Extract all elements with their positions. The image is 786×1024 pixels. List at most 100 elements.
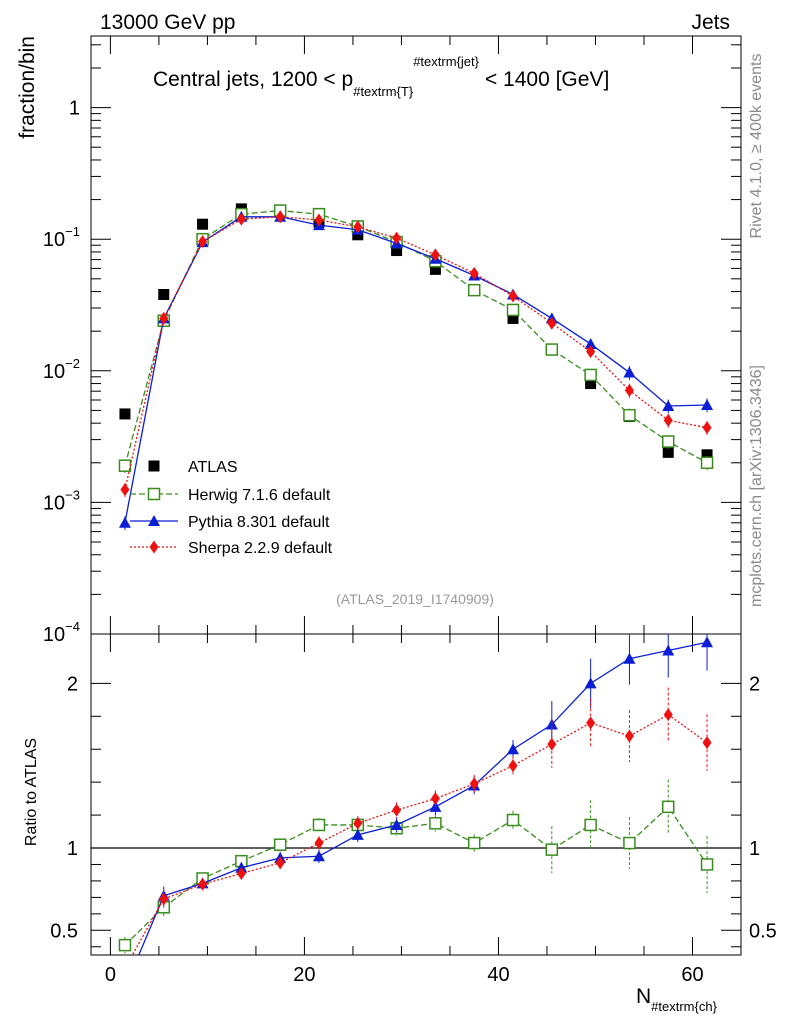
ratio-point [701,636,714,648]
data-point [118,516,131,528]
data-point [662,400,675,412]
data-point [584,368,597,382]
main-series-layer [118,203,714,531]
ratio-point [275,856,285,870]
chart-title-main: Central jets, 1200 < p [153,68,353,91]
ratio-point [390,818,403,830]
legend-label: ATLAS [188,459,238,476]
ratio-point [353,816,363,830]
data-point [586,345,596,359]
ratio-ytick-label-right: 0.5 [749,920,777,942]
legend-label: Pythia 8.301 default [188,514,330,531]
analysis-watermark: (ATLAS_2019_I1740909) [336,591,494,607]
ratio-series-herwig [118,779,714,954]
header-left: 13000 GeV pp [100,11,235,34]
ratio-point [663,708,673,722]
ratio-panel-frame [90,633,742,956]
ratio-ytick-label: 1 [67,838,78,860]
ratio-point [467,836,481,850]
ratio-point [545,718,558,730]
ratio-point [430,792,440,806]
data-point [119,408,131,420]
series-pythia [118,210,714,531]
xtick-label: 60 [681,964,703,986]
ratio-point [662,644,675,656]
ratio-point [702,736,712,750]
main-ytick-exponent: −3 [65,487,80,502]
side-label-top: Rivet 4.1.0, ≥ 400k events [748,54,765,239]
main-ytick-mantissa: 10 [43,361,65,383]
ratio-line [138,641,708,955]
data-point [545,343,559,356]
ratio-point [545,843,559,856]
series-line [124,216,708,490]
legend-entry: Sherpa 2.2.9 default [130,540,333,557]
ratio-ytick-label-right: 1 [749,838,760,860]
data-point [701,449,713,461]
data-point [508,289,518,303]
data-point [275,210,285,224]
legend-marker [148,515,160,526]
ratio-point [661,800,675,814]
data-point [506,303,520,317]
data-point [158,289,170,301]
ratio-ytick-label: 0.5 [50,920,78,942]
data-point [700,456,714,470]
data-point [197,218,209,230]
xtick-label: 40 [487,964,509,986]
ratio-point [506,813,520,827]
legend-marker [148,460,160,472]
data-point [467,283,481,297]
ratio-point [159,892,169,906]
ratio-point [236,867,246,881]
ratio-point [623,652,636,664]
chart-title-sup: #textrm{jet} [413,54,479,69]
ratio-point [118,938,132,952]
chart-title-sub: #textrm{T} [353,84,414,99]
ratio-ytick-label: 2 [67,673,78,695]
series-line [124,209,708,466]
main-ytick-mantissa: 10 [43,624,65,646]
series-herwig [118,204,714,474]
data-point [624,383,634,397]
ratio-series-sherpa [120,687,712,975]
xtick-label: 0 [105,964,116,986]
series-sherpa [120,210,712,497]
ratio-point [507,743,520,755]
legend-entry: ATLAS [148,459,238,476]
ratio-point [584,677,597,689]
data-point [159,311,169,325]
main-ytick-exponent: −1 [65,224,80,239]
ratio-point [429,817,442,830]
ratio-point [120,962,129,975]
ratio-point [314,836,324,850]
chart-title-tail: < 1400 [GeV] [485,68,609,91]
ratio-point [312,850,325,862]
header-right: Jets [691,11,730,34]
xlabel-main: N [636,985,651,1008]
data-point [392,231,402,245]
legend-label: Herwig 7.1.6 default [188,487,331,504]
ratio-point [119,982,131,993]
ratio-point [312,818,326,832]
legend-entry: Pythia 8.301 default [130,514,330,531]
main-ytick-label: 10−3 [43,487,80,514]
data-point [507,312,519,324]
legend-marker [147,487,161,501]
ratio-line [124,805,708,946]
ratio-point [351,828,364,840]
main-ytick-label: 10−1 [43,224,80,251]
xlabel: N#textrm{ch} [636,985,718,1014]
data-point [391,245,403,257]
main-ytick-exponent: −4 [65,619,80,634]
ratio-axis-ticks: 0.5 0.51 12 20 20 40 60 [50,634,777,986]
ratio-point [623,836,636,850]
main-ytick-exponent: −2 [65,356,80,371]
main-ytick-label: 10−4 [43,619,80,646]
ratio-point [469,777,479,791]
data-point [118,459,132,472]
main-ytick-mantissa: 10 [43,229,65,251]
main-ylabel: fraction/bin [16,36,39,139]
data-point [701,398,714,410]
